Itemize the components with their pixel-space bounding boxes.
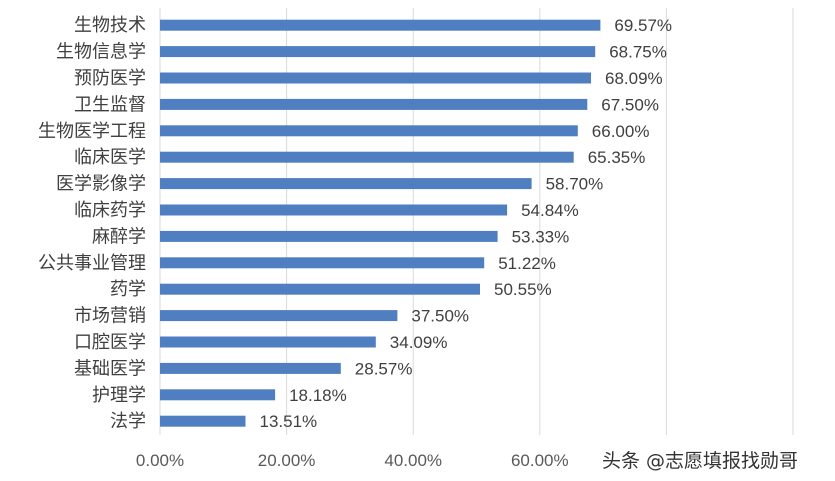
data-label: 54.84% <box>521 201 579 220</box>
data-label: 67.50% <box>601 95 659 114</box>
data-label: 53.33% <box>512 227 570 246</box>
category-label: 医学影像学 <box>56 174 146 195</box>
category-label: 生物信息学 <box>56 42 146 63</box>
category-label: 生物技术 <box>74 15 146 36</box>
category-label: 麻醉学 <box>92 226 146 247</box>
data-label: 51.22% <box>498 254 556 273</box>
category-label: 基础医学 <box>74 358 146 379</box>
bar <box>160 415 246 427</box>
category-label: 临床医学 <box>74 147 146 168</box>
category-label: 临床药学 <box>74 200 146 221</box>
x-tick-labels: 0.00% 20.00% 40.00% 60.00% <box>136 451 569 470</box>
data-label: 13.51% <box>260 412 318 431</box>
bars <box>160 19 601 427</box>
x-tick-label: 40.00% <box>384 451 442 470</box>
bar <box>160 125 578 137</box>
bar <box>160 98 588 110</box>
category-labels: 生物技术生物信息学预防医学卫生监督生物医学工程临床医学医学影像学临床药学麻醉学公… <box>38 15 146 432</box>
value-labels: 69.57% 68.75% 68.09% 67.50% 66.00% 65.35% 58.7… <box>260 16 673 431</box>
category-label: 卫生监督 <box>74 94 146 115</box>
category-label: 生物医学工程 <box>38 121 146 142</box>
bar <box>160 72 591 84</box>
bar <box>160 204 508 216</box>
bar <box>160 283 480 295</box>
data-label: 58.70% <box>546 175 604 194</box>
x-tick-label: 0.00% <box>136 451 184 470</box>
data-label: 50.55% <box>494 280 552 299</box>
bar <box>160 178 532 190</box>
data-label: 68.09% <box>605 69 663 88</box>
category-label: 药学 <box>110 279 146 300</box>
category-label: 法学 <box>110 411 146 432</box>
data-label: 28.57% <box>355 359 413 378</box>
data-label: 18.18% <box>289 386 347 405</box>
bar <box>160 310 398 322</box>
data-label: 37.50% <box>411 307 469 326</box>
category-label: 口腔医学 <box>74 332 146 353</box>
bar <box>160 257 485 269</box>
category-label: 市场营销 <box>74 306 146 327</box>
watermark: 头条 @志愿填报找勋哥 <box>602 450 799 472</box>
category-label: 预防医学 <box>74 68 146 89</box>
data-label: 65.35% <box>588 148 646 167</box>
bar <box>160 19 601 31</box>
bar <box>160 389 276 401</box>
bar <box>160 230 498 242</box>
bar <box>160 362 341 374</box>
data-label: 69.57% <box>614 16 672 35</box>
bar <box>160 151 574 163</box>
category-label: 公共事业管理 <box>38 253 146 274</box>
bar <box>160 336 376 348</box>
x-tick-label: 60.00% <box>511 451 569 470</box>
x-tick-label: 20.00% <box>258 451 316 470</box>
data-label: 34.09% <box>390 333 448 352</box>
category-label: 护理学 <box>92 385 146 406</box>
data-label: 68.75% <box>609 43 667 62</box>
bar <box>160 46 596 58</box>
data-label: 66.00% <box>592 122 650 141</box>
